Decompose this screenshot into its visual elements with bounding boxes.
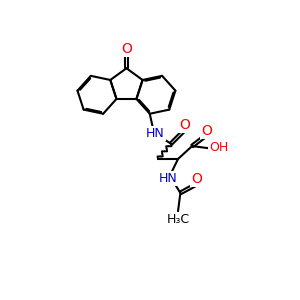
Text: O: O xyxy=(121,42,132,56)
Text: HN: HN xyxy=(159,172,178,185)
Text: O: O xyxy=(201,124,212,138)
Text: HN: HN xyxy=(146,127,165,140)
Text: H₃C: H₃C xyxy=(167,213,190,226)
Text: OH: OH xyxy=(209,141,228,154)
Text: O: O xyxy=(179,118,190,132)
Text: O: O xyxy=(191,172,202,186)
